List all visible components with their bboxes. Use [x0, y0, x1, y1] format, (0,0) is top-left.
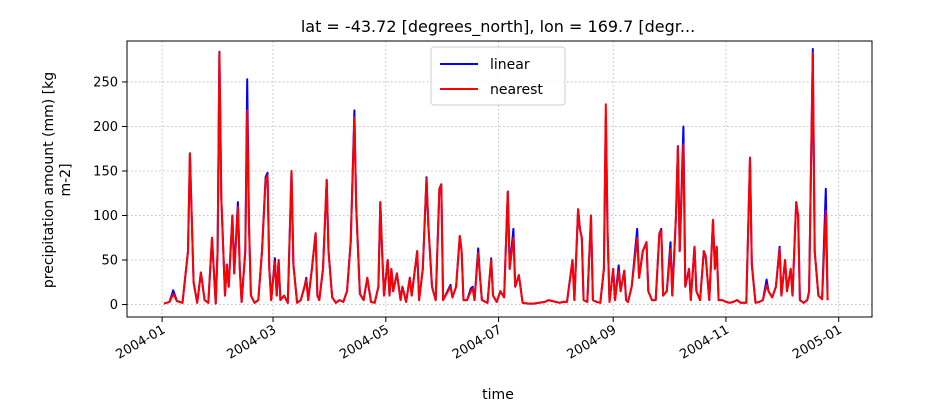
y-axis-label: precipitation amount (mm) [kg m-2]: [41, 72, 74, 288]
y-tick-label: 150: [93, 164, 118, 179]
chart-title: lat = -43.72 [degrees_north], lon = 169.…: [301, 17, 695, 37]
x-axis-label: time: [482, 387, 514, 403]
y-tick-label: 0: [110, 298, 118, 313]
y-axis-label-line-1: precipitation amount (mm) [kg: [41, 72, 57, 288]
y-axis-label-line-2: m-2]: [58, 163, 74, 196]
y-tick-label: 100: [93, 209, 118, 224]
series-line-nearest: [163, 51, 829, 305]
y-axis: 0 50 100 150 200 250: [93, 75, 127, 313]
legend-box: [430, 46, 566, 106]
legend-label-linear: linear: [490, 57, 530, 73]
plot-frame: [126, 40, 873, 318]
series-layer: [163, 48, 829, 305]
legend: linear nearest: [430, 46, 566, 106]
y-tick-label: 50: [101, 254, 118, 269]
legend-label-nearest: nearest: [490, 82, 543, 98]
y-tick-label: 250: [93, 75, 118, 90]
y-tick-label: 200: [93, 120, 118, 135]
